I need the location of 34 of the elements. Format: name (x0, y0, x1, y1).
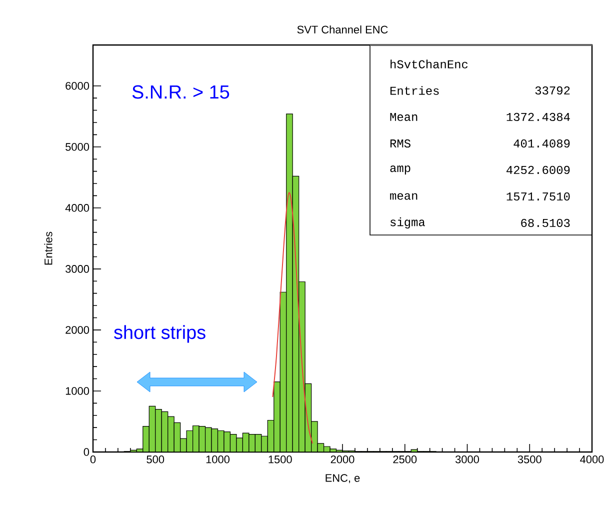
annotation: 33792 (535, 86, 570, 95)
x-tick-label: 2500 (393, 456, 417, 464)
x-axis-title: ENC, e (326, 474, 360, 484)
annotation: Mean (390, 112, 418, 121)
y-axis-title: Entries (44, 232, 52, 265)
y-tick-label: 0 (84, 448, 90, 456)
annotation: short strips (114, 325, 206, 343)
annotation: S.N.R. > 15 (132, 85, 230, 99)
annotation: mean (390, 193, 418, 200)
y-tick-label: 5000 (66, 143, 90, 151)
annotation: Entries (390, 86, 439, 95)
x-tick-label: 0 (90, 456, 96, 464)
y-tick-label: 2000 (66, 326, 90, 334)
x-tick-label: 3500 (518, 456, 542, 464)
y-tick-label: 3000 (66, 265, 90, 273)
x-tick-label: 4000 (580, 456, 604, 464)
chart-title: SVT Channel ENC (297, 25, 388, 34)
x-tick-label: 1500 (268, 456, 292, 464)
annotation: 1571.7510 (506, 192, 570, 201)
y-tick-label: 4000 (65, 204, 90, 212)
annotation: sigma (390, 217, 425, 229)
x-tick-label: 3000 (455, 456, 479, 464)
y-tick-label: 6000 (66, 82, 90, 90)
annotation: 68.5103 (521, 218, 570, 228)
annotation: 1372.4384 (506, 112, 570, 122)
annotation: 401.4089 (514, 139, 570, 148)
annotation: RMS (390, 139, 410, 148)
y-tick-label: 1000 (66, 387, 90, 395)
annotation: hSvtChanEnc (390, 60, 468, 68)
x-tick-label: 2000 (330, 456, 354, 464)
annotation: 4252.6009 (506, 166, 570, 174)
x-tick-label: 1000 (206, 456, 230, 464)
x-tick-label: 500 (146, 456, 164, 464)
annotation: amp (390, 166, 410, 174)
